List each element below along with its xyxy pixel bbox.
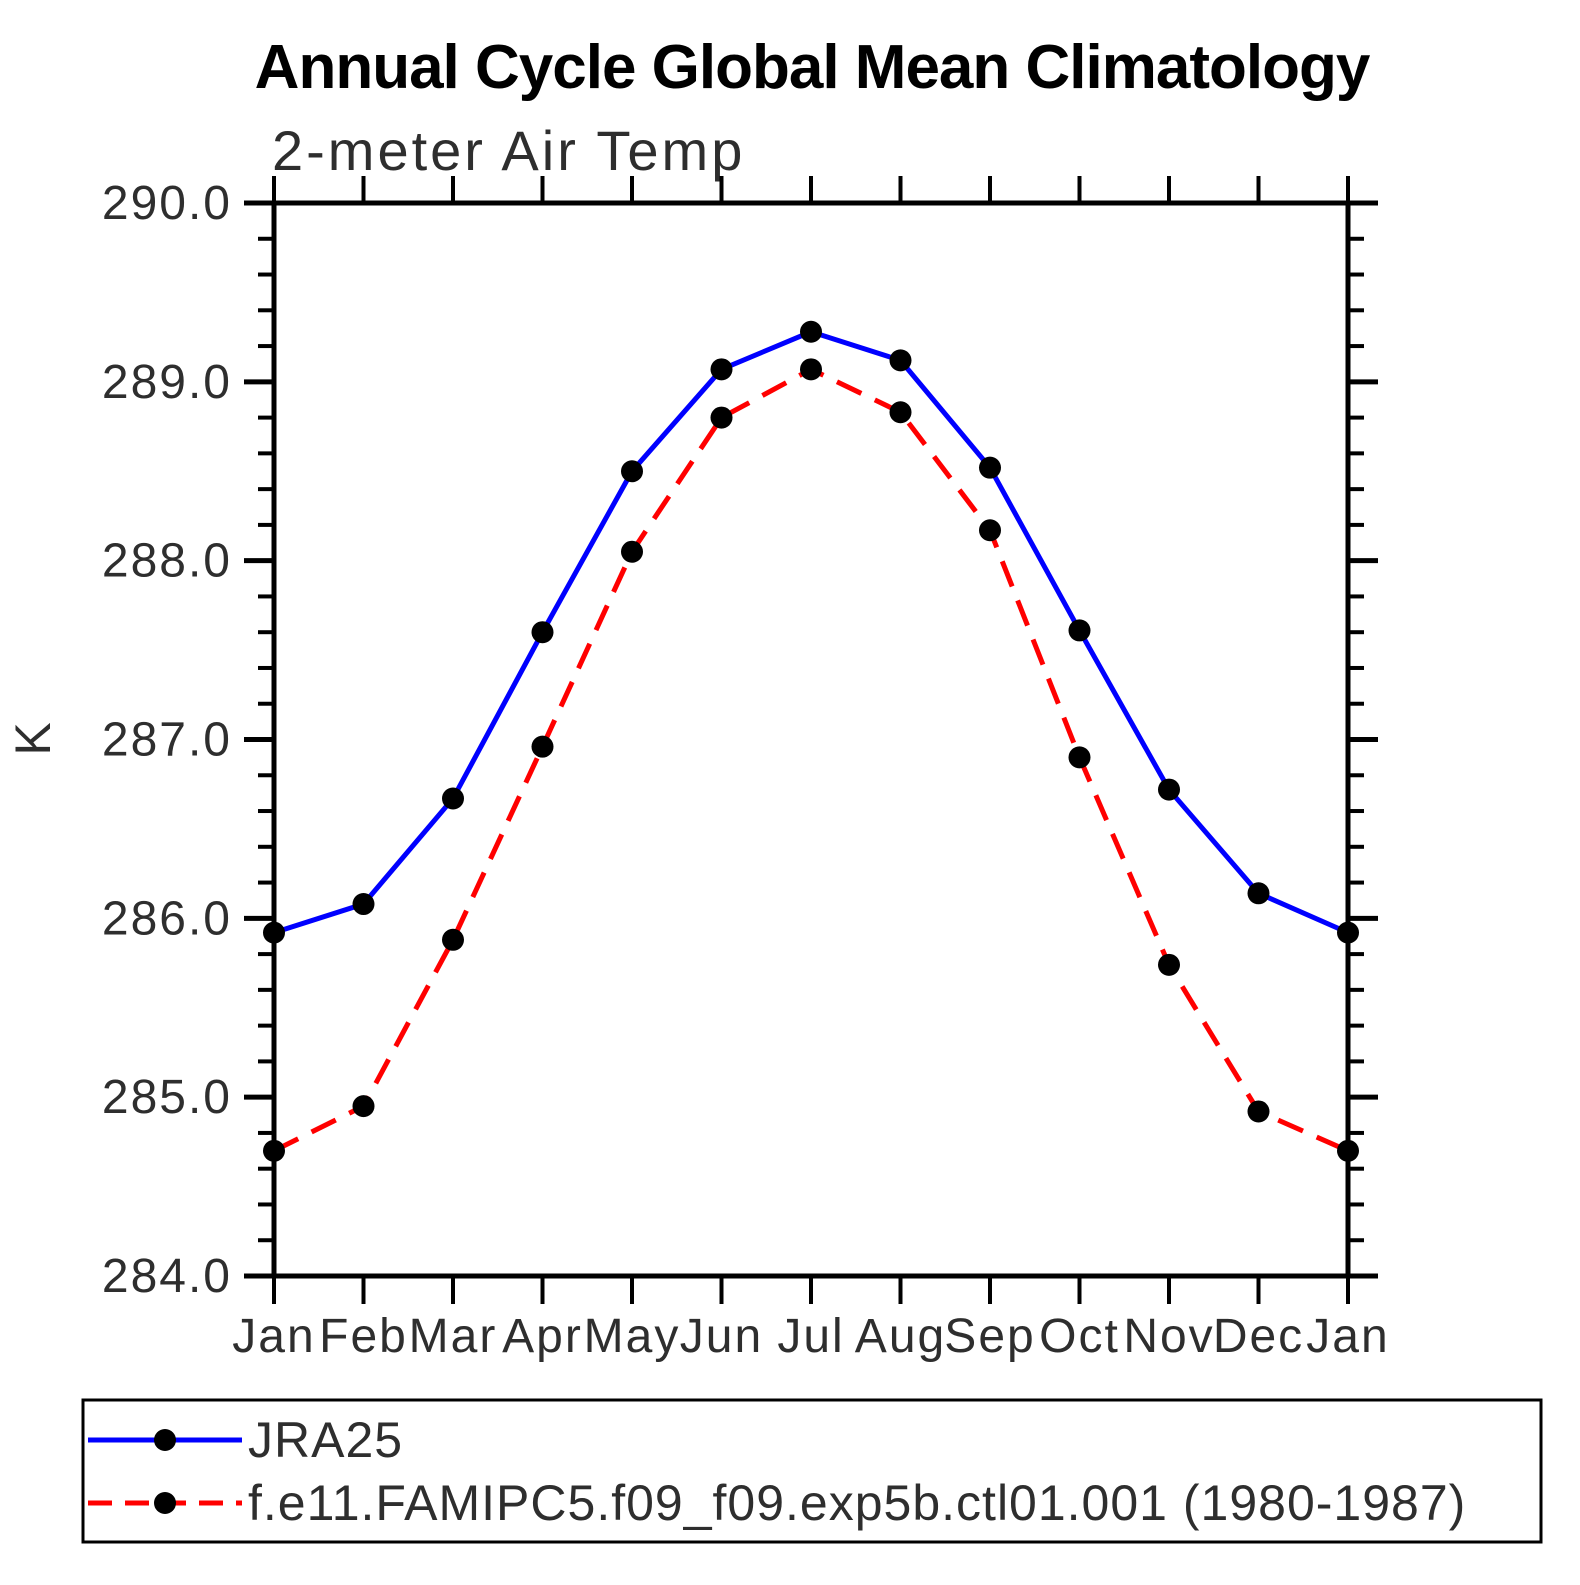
y-axis-title: K [5, 720, 61, 755]
legend-label-jra25: JRA25 [248, 1412, 403, 1468]
data-point-marker [621, 460, 643, 483]
chart-title: Annual Cycle Global Mean Climatology [255, 33, 1371, 102]
data-point-marker [442, 928, 464, 951]
model-line [272, 366, 1350, 1154]
x-tick-label: Nov [1123, 1310, 1214, 1363]
legend-box [81, 1398, 1543, 1544]
data-point-marker [979, 456, 1001, 479]
y-tick-label: 285.0 [102, 1071, 232, 1124]
data-point-marker [263, 921, 285, 944]
y-tick-label: 289.0 [102, 356, 232, 409]
data-point-marker [1158, 953, 1180, 976]
legend-label-model: f.e11.FAMIPC5.f09_f09.exp5b.ctl01.001 (1… [248, 1475, 1466, 1531]
x-tick-label: Feb [319, 1310, 408, 1363]
data-point-marker [800, 320, 822, 343]
x-tick-label: Jan [1306, 1310, 1389, 1363]
y-tick-label: 287.0 [102, 714, 232, 767]
legend: JRA25 f.e11.FAMIPC5.f09_f09.exp5b.ctl01.… [81, 1398, 1543, 1544]
data-point-marker [710, 406, 733, 429]
data-point-marker [1068, 746, 1091, 769]
x-tick-label: Mar [409, 1310, 498, 1363]
data-point-marker [531, 735, 554, 758]
y-tick-label: 284.0 [102, 1250, 232, 1303]
y-tick-label: 288.0 [102, 535, 232, 588]
data-point-marker [800, 358, 822, 381]
x-tick-label: Sep [944, 1310, 1035, 1363]
data-point-marker [889, 349, 912, 372]
legend-marker-icon [154, 1429, 176, 1451]
data-point-marker [1068, 619, 1091, 642]
data-point-marker [621, 540, 643, 563]
data-point-marker [442, 787, 464, 810]
data-point-marker [889, 401, 912, 424]
data-series [263, 320, 1359, 1162]
x-tick-label: Jun [680, 1310, 763, 1363]
data-point-marker [352, 1095, 375, 1118]
x-tick-label: Jul [777, 1310, 844, 1363]
y-tick-label: 290.0 [102, 177, 232, 230]
x-tick-label: Aug [855, 1310, 946, 1363]
data-point-marker [1337, 1139, 1359, 1162]
data-point-marker [1247, 882, 1270, 905]
legend-marker-icon [154, 1492, 176, 1514]
jra25-line [273, 329, 1350, 936]
data-point-marker [263, 1139, 285, 1162]
x-tick-label: May [584, 1310, 681, 1363]
data-point-marker [1337, 921, 1359, 944]
x-tick-label: Oct [1039, 1310, 1120, 1363]
data-point-marker [710, 358, 733, 381]
data-point-marker [531, 621, 554, 644]
chart-subtitle: 2-meter Air Temp [272, 119, 745, 182]
data-point-marker [1247, 1100, 1270, 1123]
x-tick-label: Apr [502, 1310, 583, 1363]
data-point-marker [352, 893, 375, 916]
data-point-marker [1158, 778, 1180, 801]
data-point-marker [979, 519, 1001, 542]
x-tick-label: Dec [1213, 1310, 1304, 1363]
x-tick-label: Jan [232, 1310, 315, 1363]
y-tick-label: 286.0 [102, 892, 232, 945]
